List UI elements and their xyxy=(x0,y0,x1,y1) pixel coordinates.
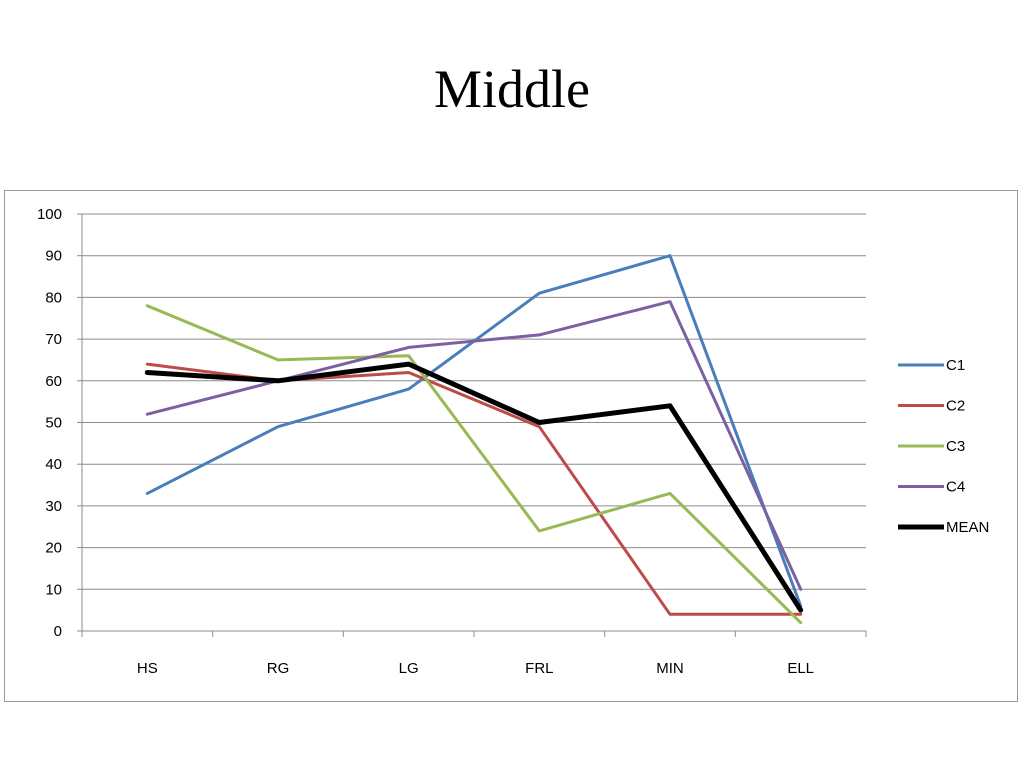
x-tick-label: FRL xyxy=(525,660,553,677)
series-line-c4 xyxy=(145,300,803,591)
y-tick-label: 30 xyxy=(45,498,62,515)
legend-label-mean: MEAN xyxy=(946,519,989,536)
y-tick-label: 20 xyxy=(45,540,62,557)
y-tick-label: 50 xyxy=(45,415,62,432)
legend-label-c3: C3 xyxy=(946,438,965,455)
legend-label-c2: C2 xyxy=(946,398,965,415)
x-tick-label: MIN xyxy=(656,660,684,677)
axes xyxy=(77,213,867,637)
series-line-c3 xyxy=(145,304,803,625)
y-tick-label: 60 xyxy=(45,373,62,390)
legend-label-c4: C4 xyxy=(946,479,965,496)
chart-frame xyxy=(4,190,1018,702)
slide-title: Middle xyxy=(434,59,590,119)
y-tick-label: 40 xyxy=(45,456,62,473)
series-line-c1 xyxy=(145,254,803,608)
y-tick-label: 100 xyxy=(37,206,62,223)
y-tick-label: 70 xyxy=(45,331,62,348)
x-tick-label: ELL xyxy=(787,660,814,677)
y-tick-label: 80 xyxy=(45,289,62,306)
y-tick-label: 0 xyxy=(54,623,62,640)
x-tick-label: LG xyxy=(399,660,419,677)
x-tick-label: RG xyxy=(267,660,290,677)
series-lines xyxy=(144,254,804,625)
legend: C1 C2 C3 C4 MEAN xyxy=(898,357,989,536)
series-line-c2 xyxy=(145,362,803,616)
x-tick-labels: HS RG LG FRL MIN ELL xyxy=(137,660,814,677)
y-tick-labels: 0 10 20 30 40 50 60 70 80 90 100 xyxy=(37,206,62,640)
y-tick-label: 90 xyxy=(45,248,62,265)
x-tick-label: HS xyxy=(137,660,158,677)
series-line-mean xyxy=(144,361,804,613)
legend-label-c1: C1 xyxy=(946,357,965,374)
y-tick-label: 10 xyxy=(45,581,62,598)
